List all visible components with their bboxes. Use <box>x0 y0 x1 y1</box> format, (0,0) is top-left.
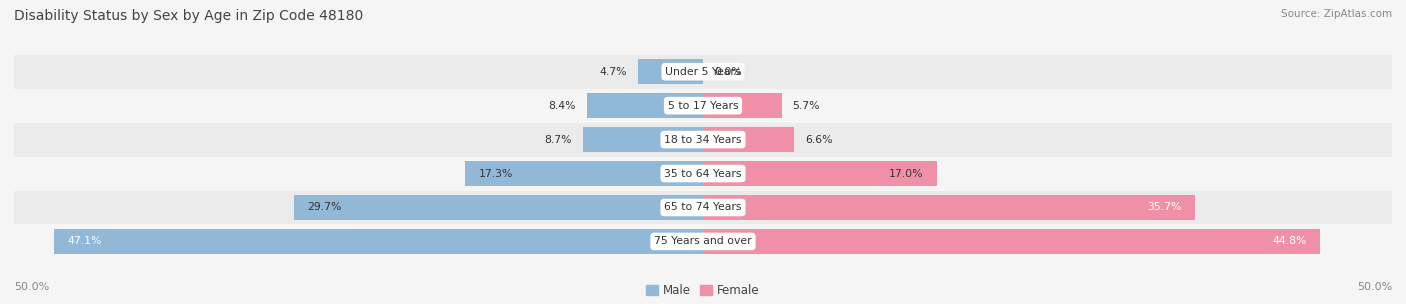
Bar <box>14 157 1392 191</box>
Bar <box>703 127 794 152</box>
Text: 29.7%: 29.7% <box>308 202 342 212</box>
Text: 8.4%: 8.4% <box>548 101 576 111</box>
Text: 4.7%: 4.7% <box>600 67 627 77</box>
Bar <box>638 60 703 84</box>
Text: 65 to 74 Years: 65 to 74 Years <box>664 202 742 212</box>
Text: 0.0%: 0.0% <box>714 67 742 77</box>
Bar <box>53 229 703 254</box>
Bar <box>14 191 1392 224</box>
Bar <box>14 123 1392 157</box>
Text: 5.7%: 5.7% <box>793 101 820 111</box>
Text: 8.7%: 8.7% <box>544 135 572 145</box>
Bar <box>14 55 1392 89</box>
Text: 18 to 34 Years: 18 to 34 Years <box>664 135 742 145</box>
Text: 5 to 17 Years: 5 to 17 Years <box>668 101 738 111</box>
Bar <box>294 195 703 220</box>
Text: 35.7%: 35.7% <box>1147 202 1181 212</box>
Text: Under 5 Years: Under 5 Years <box>665 67 741 77</box>
Bar <box>583 127 703 152</box>
Text: 17.0%: 17.0% <box>889 168 924 178</box>
Text: Disability Status by Sex by Age in Zip Code 48180: Disability Status by Sex by Age in Zip C… <box>14 9 363 23</box>
Text: 50.0%: 50.0% <box>14 282 49 292</box>
Legend: Male, Female: Male, Female <box>647 284 759 297</box>
Text: 50.0%: 50.0% <box>1357 282 1392 292</box>
Bar <box>703 161 938 186</box>
Bar <box>14 89 1392 123</box>
Text: Source: ZipAtlas.com: Source: ZipAtlas.com <box>1281 9 1392 19</box>
Text: 47.1%: 47.1% <box>67 237 103 247</box>
Bar <box>14 224 1392 258</box>
Text: 35 to 64 Years: 35 to 64 Years <box>664 168 742 178</box>
Text: 44.8%: 44.8% <box>1272 237 1306 247</box>
Bar <box>588 93 703 118</box>
Bar <box>464 161 703 186</box>
Bar <box>703 229 1320 254</box>
Text: 6.6%: 6.6% <box>806 135 832 145</box>
Text: 17.3%: 17.3% <box>478 168 513 178</box>
Text: 75 Years and over: 75 Years and over <box>654 237 752 247</box>
Bar <box>703 93 782 118</box>
Bar <box>703 195 1195 220</box>
